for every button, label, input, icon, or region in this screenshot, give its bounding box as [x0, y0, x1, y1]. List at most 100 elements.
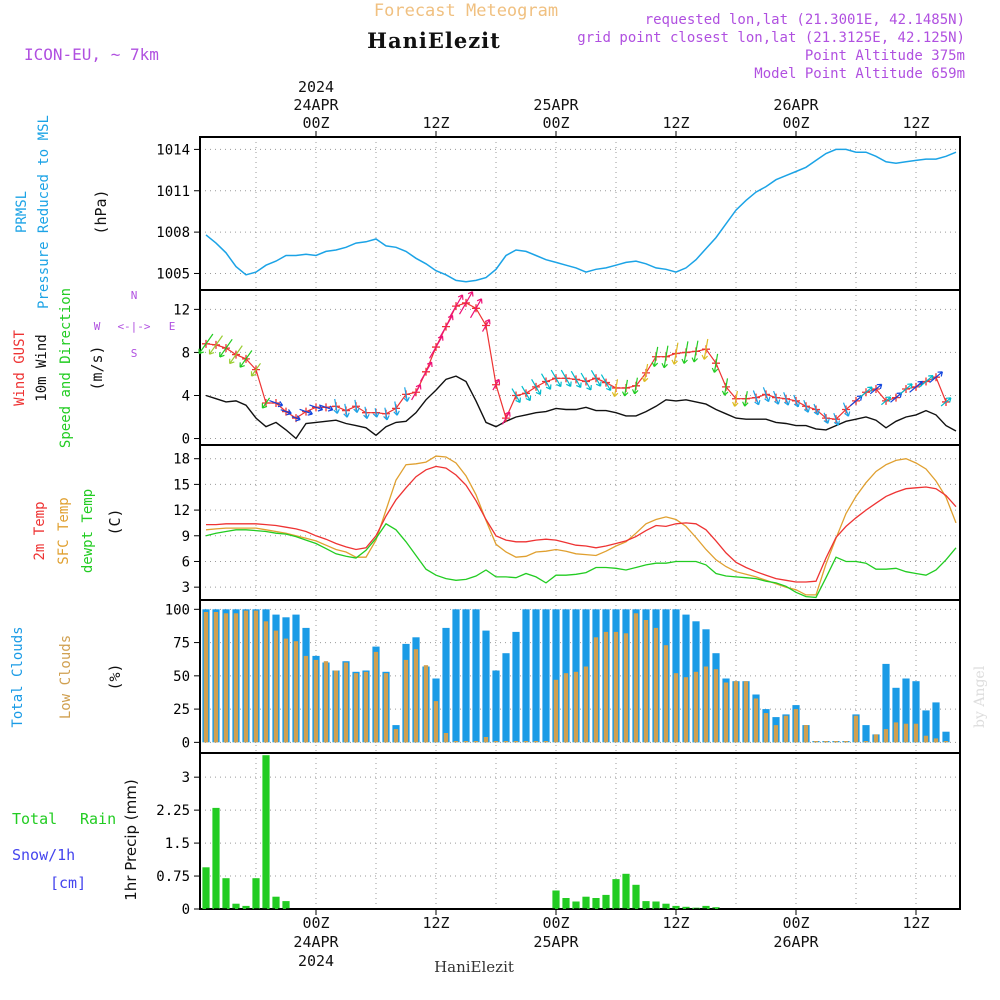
wind-direction-arrow: [833, 412, 841, 426]
wind-direction-arrow: [309, 404, 324, 412]
low-clouds-bar: [213, 612, 219, 743]
low-clouds-bar: [563, 673, 569, 743]
rain-bar: [712, 907, 720, 909]
low-clouds-bar: [353, 673, 359, 743]
model-altitude: Model Point Altitude 659m: [754, 66, 965, 82]
top-tick-label: 12Z: [662, 114, 689, 132]
wind-direction-arrow: [219, 338, 233, 358]
low-clouds-bar: [853, 715, 859, 743]
top-tick-label: 12Z: [422, 114, 449, 132]
ytick-label: 6: [182, 554, 190, 570]
wind-10m-series-line: [205, 375, 957, 440]
temp-2m-title: 2m Temp: [32, 501, 48, 560]
wind-direction-arrow: [752, 390, 761, 406]
wind-unit: (m/s): [88, 345, 106, 390]
low-clouds-bar: [913, 723, 919, 743]
wind-direction-arrow: [333, 398, 340, 414]
pressure-series-line: [205, 148, 957, 283]
total-clouds-bar: [502, 653, 510, 743]
panel-frame: [199, 136, 961, 291]
rain-bar: [622, 873, 630, 909]
low-clouds-bar: [293, 641, 299, 743]
rain-bar: [202, 867, 210, 909]
wind-direction-arrow: [521, 385, 532, 402]
bottom-tick-label: 12Z: [422, 914, 449, 932]
ytick-label: 1014: [156, 142, 190, 158]
bottom-tick-label: 00Z: [782, 914, 809, 932]
precip-total-label: Total: [12, 810, 57, 828]
ytick-label: 1011: [156, 184, 190, 200]
low-clouds-bar: [643, 620, 649, 743]
low-clouds-bar: [233, 613, 239, 743]
ytick-label: 4: [182, 388, 190, 404]
bottom-date-label: 24APR: [293, 933, 339, 951]
wind-direction-arrow: [869, 383, 883, 395]
rain-bar: [682, 906, 690, 909]
top-tick-label: 12Z: [902, 114, 929, 132]
wind-direction-arrow: [881, 396, 892, 406]
wind-direction-arrow: [299, 408, 313, 416]
low-clouds-bar: [513, 741, 519, 743]
low-clouds-bar: [883, 729, 889, 743]
pressure-unit: (hPa): [92, 189, 110, 234]
ytick-label: 0: [182, 735, 190, 751]
low-clouds-bar: [903, 723, 909, 743]
rain-bar: [552, 890, 560, 909]
compass-west: W: [94, 320, 101, 333]
ytick-label: 18: [173, 452, 190, 468]
top-tick-label: 00Z: [542, 114, 569, 132]
wind-direction-arrow: [208, 335, 223, 355]
low-clouds-bar: [403, 659, 409, 743]
wind-direction-arrow: [918, 375, 934, 388]
temp-dewpt-title: dewpt Temp: [80, 489, 96, 573]
ytick-label: 2.25: [156, 803, 190, 819]
low-clouds-bar: [523, 741, 529, 743]
requested-coords: requested lon,lat (21.3001E, 42.1485N): [645, 12, 965, 28]
low-clouds-bar: [493, 741, 499, 743]
low-clouds-bar: [303, 655, 309, 743]
compass-south: S: [131, 347, 138, 360]
low-clouds-bar: [863, 741, 869, 743]
low-clouds-bar: [683, 677, 689, 743]
rain-bar: [582, 896, 590, 909]
total-clouds-bar: [942, 731, 950, 743]
rain-bar: [632, 884, 640, 909]
wind-direction-arrow: [762, 387, 771, 403]
bottom-tick-label: 00Z: [302, 914, 329, 932]
wind-10m-title: 10m Wind: [34, 334, 50, 401]
low-clouds-bar: [813, 741, 819, 743]
ytick-label: 1005: [156, 266, 190, 282]
low-clouds-bar: [893, 722, 899, 743]
low-clouds-bar: [733, 681, 739, 743]
rain-bar: [672, 905, 680, 909]
rain-bar: [272, 896, 280, 909]
bottom-tick-label: 00Z: [542, 914, 569, 932]
wind-direction-arrow: [691, 340, 699, 363]
low-clouds-bar: [333, 670, 339, 743]
wind-direction-arrow: [372, 408, 380, 418]
top-date-label: 25APR: [533, 96, 579, 114]
rain-bar: [262, 755, 270, 909]
low-clouds-bar: [543, 741, 549, 743]
model-name: ICON-EU, ~ 7km: [24, 45, 159, 64]
wind-direction-arrow: [229, 345, 243, 365]
bottom-tick-label: 12Z: [662, 914, 689, 932]
low-clouds-bar: [693, 671, 699, 743]
wind-direction-arrow: [859, 386, 873, 398]
low-clouds-bar: [723, 682, 729, 743]
bottom-tick-label: 12Z: [902, 914, 929, 932]
low-clouds-bar: [873, 734, 879, 743]
low-clouds-bar: [933, 738, 939, 743]
wind-direction-arrow: [501, 411, 511, 425]
wind-direction-arrow: [481, 318, 491, 332]
wind-direction-arrow: [428, 335, 444, 359]
wind-direction-arrow: [823, 412, 830, 424]
low-clouds-bar: [653, 627, 659, 743]
wind-direction-arrow: [842, 402, 851, 417]
ytick-label: 12: [173, 302, 190, 318]
wind-gust-series-line: [205, 302, 947, 420]
ytick-label: 0: [182, 902, 190, 918]
footer-location: HaniElezit: [434, 958, 514, 976]
low-clouds-bar: [463, 741, 469, 743]
wind-direction-arrow: [793, 394, 801, 408]
